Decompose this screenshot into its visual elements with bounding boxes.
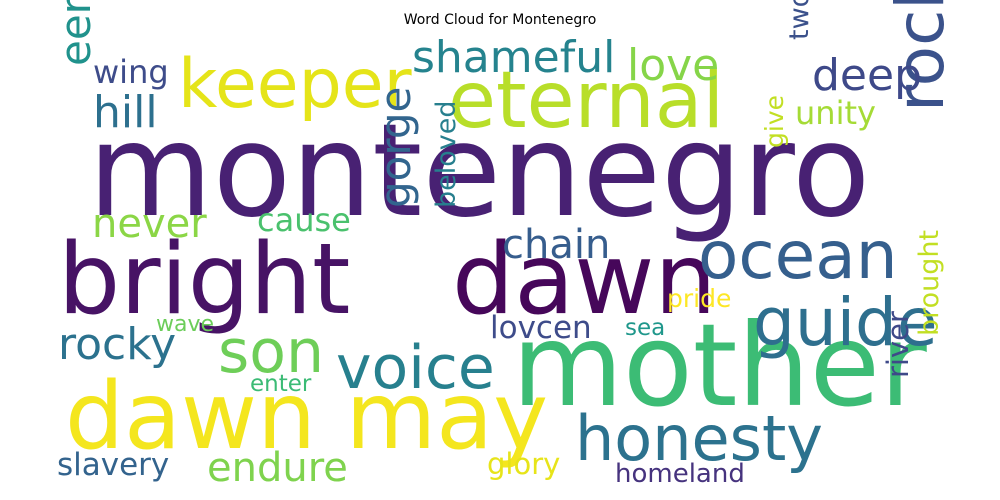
word-dawn: dawn	[452, 223, 717, 337]
word-dawn-may: dawn may	[65, 362, 548, 470]
word-beloved: beloved	[431, 101, 462, 209]
word-never: never	[92, 201, 207, 247]
word-honesty: honesty	[575, 402, 823, 475]
word-unity: unity	[795, 94, 876, 132]
word-bright: bright	[58, 223, 350, 337]
word-wing: wing	[93, 53, 169, 91]
chart-title: Word Cloud for Montenegro	[403, 12, 597, 28]
word-shameful: shameful	[412, 32, 615, 83]
word-chain: chain	[502, 222, 610, 268]
word-eternal: eternal	[448, 56, 724, 146]
word-sea: sea	[625, 315, 665, 341]
word-brought: brought	[914, 230, 945, 336]
word-love: love	[627, 40, 719, 91]
word-mother: mother	[512, 299, 927, 432]
word-gorge: gorge	[371, 87, 420, 208]
word-eerie: eerie	[51, 0, 100, 66]
word-rock: rock	[882, 0, 959, 112]
word-deep: deep	[812, 50, 922, 101]
word-wave: wave	[156, 312, 214, 337]
word-montenegro: montenegro	[88, 97, 870, 246]
word-two: two	[784, 0, 815, 40]
word-glory: glory	[487, 447, 560, 481]
word-lovcen: lovcen	[490, 310, 592, 346]
word-son: son	[218, 317, 324, 387]
word-enter: enter	[250, 371, 312, 397]
word-ocean: ocean	[698, 217, 898, 294]
word-hill: hill	[93, 87, 158, 138]
word-guide: guide	[753, 284, 938, 361]
word-homeland: homeland	[615, 459, 745, 489]
word-rocky: rocky	[58, 319, 176, 370]
word-give: give	[760, 95, 789, 148]
word-slavery: slavery	[57, 447, 169, 483]
word-endure: endure	[207, 445, 348, 491]
word-river: river	[881, 311, 915, 378]
word-cause: cause	[257, 201, 351, 239]
word-keeper: keeper	[178, 45, 412, 124]
word-pride: pride	[667, 284, 731, 313]
word-voice: voice	[336, 333, 495, 403]
